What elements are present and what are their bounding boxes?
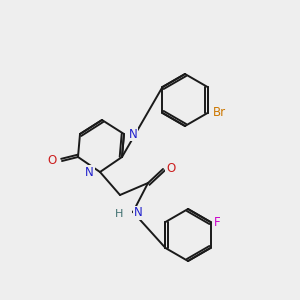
Text: N: N (129, 128, 138, 140)
Text: O: O (166, 161, 175, 175)
Text: N: N (134, 206, 143, 220)
Text: F: F (214, 215, 220, 229)
Text: O: O (48, 154, 57, 167)
Text: N: N (85, 166, 94, 178)
Text: Br: Br (212, 106, 226, 119)
Text: H: H (115, 209, 123, 219)
